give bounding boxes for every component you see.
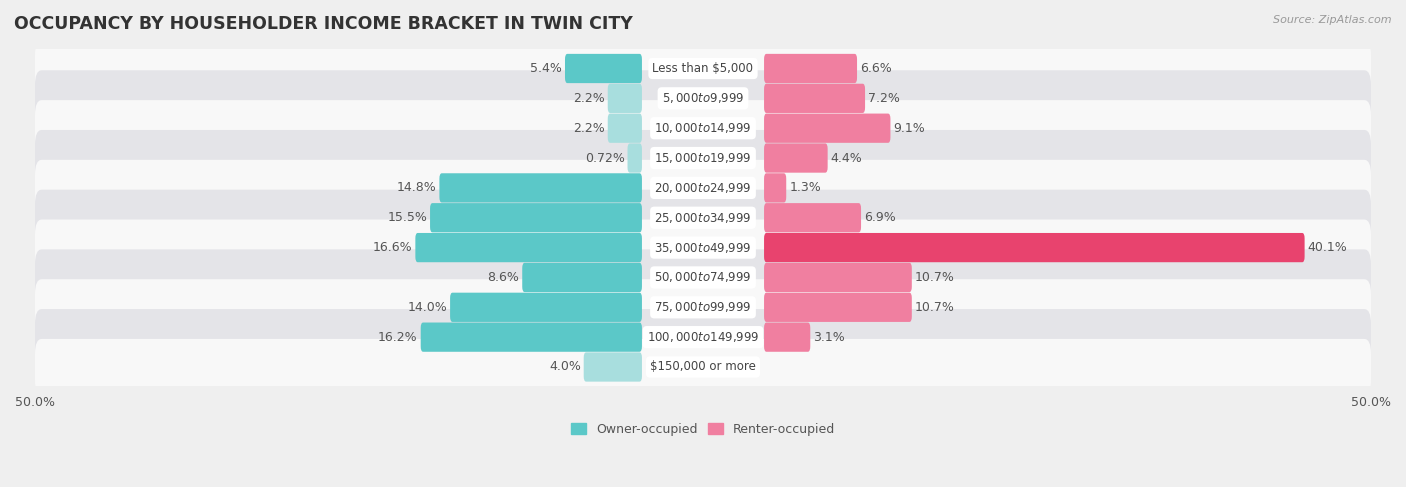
Text: 2.2%: 2.2% bbox=[574, 92, 605, 105]
FancyBboxPatch shape bbox=[35, 70, 1371, 127]
FancyBboxPatch shape bbox=[440, 173, 643, 203]
Text: 10.7%: 10.7% bbox=[915, 301, 955, 314]
FancyBboxPatch shape bbox=[607, 113, 643, 143]
Text: 10.7%: 10.7% bbox=[915, 271, 955, 284]
FancyBboxPatch shape bbox=[763, 173, 786, 203]
Legend: Owner-occupied, Renter-occupied: Owner-occupied, Renter-occupied bbox=[567, 418, 839, 441]
Text: $150,000 or more: $150,000 or more bbox=[650, 360, 756, 374]
FancyBboxPatch shape bbox=[35, 220, 1371, 276]
Text: 6.6%: 6.6% bbox=[860, 62, 891, 75]
FancyBboxPatch shape bbox=[565, 54, 643, 83]
Text: 8.6%: 8.6% bbox=[488, 271, 519, 284]
FancyBboxPatch shape bbox=[450, 293, 643, 322]
FancyBboxPatch shape bbox=[763, 203, 860, 232]
FancyBboxPatch shape bbox=[35, 40, 1371, 96]
Text: 7.2%: 7.2% bbox=[868, 92, 900, 105]
FancyBboxPatch shape bbox=[35, 100, 1371, 156]
Text: 5.4%: 5.4% bbox=[530, 62, 562, 75]
Text: 40.1%: 40.1% bbox=[1308, 241, 1347, 254]
Text: 14.0%: 14.0% bbox=[408, 301, 447, 314]
FancyBboxPatch shape bbox=[763, 263, 912, 292]
FancyBboxPatch shape bbox=[35, 160, 1371, 216]
Text: 4.0%: 4.0% bbox=[548, 360, 581, 374]
FancyBboxPatch shape bbox=[763, 84, 865, 113]
FancyBboxPatch shape bbox=[420, 322, 643, 352]
FancyBboxPatch shape bbox=[763, 293, 912, 322]
Text: 1.3%: 1.3% bbox=[789, 181, 821, 194]
Text: $15,000 to $19,999: $15,000 to $19,999 bbox=[654, 151, 752, 165]
FancyBboxPatch shape bbox=[35, 279, 1371, 336]
FancyBboxPatch shape bbox=[430, 203, 643, 232]
FancyBboxPatch shape bbox=[35, 189, 1371, 246]
Text: $5,000 to $9,999: $5,000 to $9,999 bbox=[662, 92, 744, 105]
Text: 15.5%: 15.5% bbox=[387, 211, 427, 224]
Text: $35,000 to $49,999: $35,000 to $49,999 bbox=[654, 241, 752, 255]
Text: $100,000 to $149,999: $100,000 to $149,999 bbox=[647, 330, 759, 344]
Text: $20,000 to $24,999: $20,000 to $24,999 bbox=[654, 181, 752, 195]
FancyBboxPatch shape bbox=[763, 233, 1305, 262]
FancyBboxPatch shape bbox=[415, 233, 643, 262]
FancyBboxPatch shape bbox=[763, 322, 810, 352]
FancyBboxPatch shape bbox=[35, 249, 1371, 305]
Text: OCCUPANCY BY HOUSEHOLDER INCOME BRACKET IN TWIN CITY: OCCUPANCY BY HOUSEHOLDER INCOME BRACKET … bbox=[14, 15, 633, 33]
FancyBboxPatch shape bbox=[763, 54, 858, 83]
Text: $75,000 to $99,999: $75,000 to $99,999 bbox=[654, 300, 752, 314]
Text: 16.6%: 16.6% bbox=[373, 241, 412, 254]
Text: 6.9%: 6.9% bbox=[865, 211, 896, 224]
Text: 4.4%: 4.4% bbox=[831, 151, 862, 165]
FancyBboxPatch shape bbox=[522, 263, 643, 292]
FancyBboxPatch shape bbox=[607, 84, 643, 113]
Text: 16.2%: 16.2% bbox=[378, 331, 418, 344]
FancyBboxPatch shape bbox=[763, 143, 828, 173]
FancyBboxPatch shape bbox=[35, 130, 1371, 186]
FancyBboxPatch shape bbox=[583, 353, 643, 382]
FancyBboxPatch shape bbox=[35, 339, 1371, 395]
Text: 2.2%: 2.2% bbox=[574, 122, 605, 135]
Text: 3.1%: 3.1% bbox=[813, 331, 845, 344]
Text: 9.1%: 9.1% bbox=[893, 122, 925, 135]
Text: $10,000 to $14,999: $10,000 to $14,999 bbox=[654, 121, 752, 135]
FancyBboxPatch shape bbox=[35, 309, 1371, 365]
FancyBboxPatch shape bbox=[627, 143, 643, 173]
Text: $25,000 to $34,999: $25,000 to $34,999 bbox=[654, 211, 752, 225]
Text: Source: ZipAtlas.com: Source: ZipAtlas.com bbox=[1274, 15, 1392, 25]
Text: 0.72%: 0.72% bbox=[585, 151, 624, 165]
FancyBboxPatch shape bbox=[763, 113, 890, 143]
Text: Less than $5,000: Less than $5,000 bbox=[652, 62, 754, 75]
Text: $50,000 to $74,999: $50,000 to $74,999 bbox=[654, 270, 752, 284]
Text: 14.8%: 14.8% bbox=[396, 181, 436, 194]
